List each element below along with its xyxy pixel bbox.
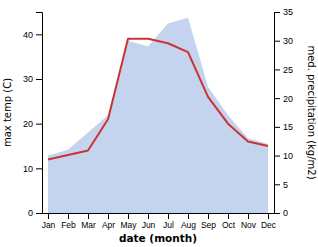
- x-tick-label: Jan: [42, 220, 56, 230]
- x-tick-mark: [68, 213, 69, 219]
- x-tick: Sep: [201, 213, 216, 230]
- y2-tick-mark: [274, 12, 280, 13]
- x-tick-mark: [48, 213, 49, 219]
- y2-tick-label: 5: [283, 180, 288, 190]
- y-tick-label: 40: [23, 30, 33, 40]
- y-axis: 0 10 20 30 40: [23, 13, 43, 219]
- chart-svg: Jan Feb Mar Apr May Jun Jul Aug Sep Oct Nov Dec 0 10 2…: [0, 0, 318, 247]
- x-tick-label: Oct: [222, 220, 236, 230]
- y2-tick-label: 15: [283, 122, 293, 132]
- y-tick-label: 30: [23, 74, 33, 84]
- x-tick-mark: [88, 213, 89, 219]
- x-tick-mark: [128, 213, 129, 219]
- x-tick-mark: [268, 213, 269, 219]
- x-axis: Jan Feb Mar Apr May Jun Jul Aug Sep Oct Nov Dec: [42, 213, 277, 230]
- x-tick: Apr: [102, 213, 115, 230]
- y2-axis: 0 5 10 15 20 25 30 35: [274, 7, 293, 218]
- x-tick-label: Apr: [102, 220, 115, 230]
- y-tick-label: 0: [28, 208, 33, 218]
- x-tick: Aug: [181, 213, 196, 230]
- x-tick: Jul: [163, 213, 174, 230]
- y2-tick: 5: [274, 180, 288, 190]
- y-tick-label: 10: [23, 164, 33, 174]
- x-tick-mark: [228, 213, 229, 219]
- y-tick-label: 20: [23, 119, 33, 129]
- x-tick-label: Mar: [81, 220, 96, 230]
- x-tick: Jun: [142, 213, 156, 230]
- y-tick: 0: [28, 208, 42, 218]
- x-tick: May: [120, 213, 137, 230]
- x-tick-label: Dec: [261, 220, 277, 230]
- x-tick-mark: [248, 213, 249, 219]
- x-tick-mark: [148, 213, 149, 219]
- y2-tick-mark: [274, 213, 280, 214]
- x-tick-mark: [168, 213, 169, 219]
- x-tick-mark: [188, 213, 189, 219]
- y-tick: 10: [23, 164, 42, 174]
- x-tick: Feb: [61, 213, 76, 230]
- y-tick: 20: [23, 119, 42, 129]
- x-tick: Nov: [241, 213, 257, 230]
- x-tick: Oct: [222, 213, 236, 230]
- y2-tick-mark: [274, 184, 280, 185]
- y2-tick-label: 30: [283, 36, 293, 46]
- y2-tick: 0: [274, 208, 288, 218]
- y2-tick: 15: [274, 122, 293, 132]
- y2-tick-label: 10: [283, 151, 293, 161]
- y-axis-title: max temp (C): [2, 78, 13, 147]
- y2-axis-line: [275, 13, 281, 214]
- y-tick-mark: [36, 124, 42, 125]
- y2-tick-label: 0: [283, 208, 288, 218]
- y2-tick-mark: [274, 69, 280, 70]
- x-tick-label: May: [120, 220, 137, 230]
- x-tick-label: Sep: [201, 220, 216, 230]
- y2-axis-title: med. precipitation (kg/m2): [306, 45, 317, 179]
- y2-tick: 10: [274, 151, 293, 161]
- y2-tick: 20: [274, 94, 293, 104]
- marks: [48, 18, 268, 213]
- x-tick-label: Jul: [163, 220, 174, 230]
- area: [48, 18, 268, 213]
- y2-tick: 30: [274, 36, 293, 46]
- y-tick-mark: [36, 213, 42, 214]
- y-tick-mark: [36, 79, 42, 80]
- x-tick-label: Aug: [181, 220, 196, 230]
- x-axis-title: date (month): [119, 232, 197, 244]
- y2-tick: 25: [274, 65, 293, 75]
- y2-tick-mark: [274, 156, 280, 157]
- x-tick-mark: [208, 213, 209, 219]
- x-tick-label: Nov: [241, 220, 257, 230]
- y-tick-mark: [36, 168, 42, 169]
- plot-area: Jan Feb Mar Apr May Jun Jul Aug Sep Oct Nov Dec 0 10 2…: [23, 7, 293, 230]
- x-axis-line: [43, 213, 275, 214]
- x-tick-label: Feb: [61, 220, 76, 230]
- y2-tick-mark: [274, 127, 280, 128]
- x-tick: Dec: [261, 213, 277, 230]
- y2-tick-label: 35: [283, 7, 293, 17]
- x-tick-mark: [108, 213, 109, 219]
- chart-container: Jan Feb Mar Apr May Jun Jul Aug Sep Oct Nov Dec 0 10 2…: [0, 0, 318, 247]
- y-tick: 40: [23, 30, 42, 40]
- x-tick: Mar: [81, 213, 96, 230]
- x-tick: Jan: [42, 213, 56, 230]
- y-axis-line: [36, 13, 43, 214]
- y2-tick-label: 20: [283, 94, 293, 104]
- y2-tick-mark: [274, 41, 280, 42]
- y2-tick-label: 25: [283, 65, 293, 75]
- x-tick-label: Jun: [142, 220, 156, 230]
- y-tick-mark: [36, 34, 42, 35]
- y-tick: 30: [23, 74, 42, 84]
- y2-tick-mark: [274, 98, 280, 99]
- line: [48, 39, 268, 160]
- y2-tick: 35: [274, 7, 293, 17]
